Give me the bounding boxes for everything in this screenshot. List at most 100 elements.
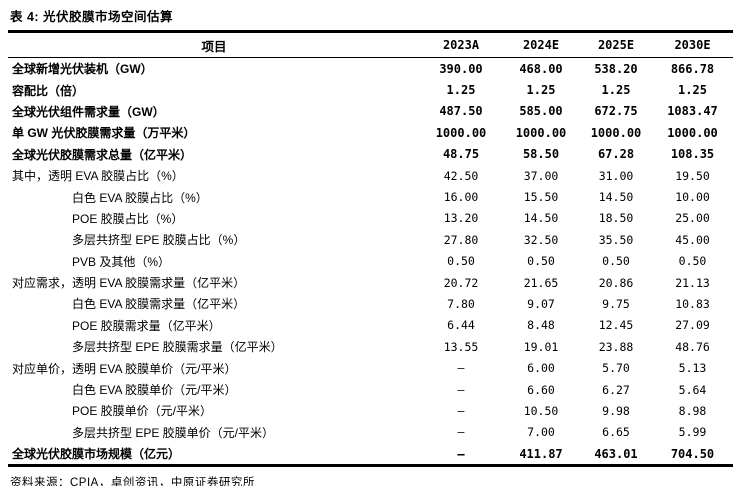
cell-value: 1000.00 <box>667 125 718 140</box>
table-row: POE 胶膜需求量（亿平米） 6.44 8.48 12.45 27.09 <box>8 315 733 336</box>
row-label: 白色 EVA 胶膜需求量（亿平米） <box>72 297 246 312</box>
cell-value: 13.55 <box>443 339 479 354</box>
table-row: 全球光伏组件需求量（GW） 487.50 585.00 672.75 1083.47 <box>8 101 733 122</box>
cell-value: 23.88 <box>598 339 634 354</box>
table-row: 单 GW 光伏胶膜需求量（万平米） 1000.00 1000.00 1000.00 10… <box>8 122 733 143</box>
cell-value: 35.50 <box>598 232 634 247</box>
market-estimate-table: 项目 2023A 2024E 2025E 2030E 全球新增光伏装机（GW） 3… <box>8 30 733 468</box>
cell-value: 6.00 <box>527 361 555 376</box>
cell-value: 1.25 <box>601 83 631 98</box>
cell-value: 5.70 <box>602 361 630 376</box>
cell-value: 0.50 <box>447 254 475 269</box>
cell-value: 10.00 <box>675 190 710 205</box>
cell-value: 27.09 <box>675 318 710 333</box>
header-row: 项目 2023A 2024E 2025E 2030E <box>8 31 733 58</box>
row-label: PVB 及其他（%） <box>72 254 171 269</box>
header-2030e: 2030E <box>652 31 733 58</box>
cell-value: 14.50 <box>523 211 559 226</box>
cell-value: 15.50 <box>523 190 559 205</box>
cell-value: 1000.00 <box>435 125 487 140</box>
cell-value: – <box>457 425 465 440</box>
cell-value: 538.20 <box>594 61 638 76</box>
header-2024e: 2024E <box>502 31 580 58</box>
cell-value: 45.00 <box>675 232 710 247</box>
row-label: POE 胶膜占比（%） <box>72 211 184 226</box>
cell-value: – <box>457 446 465 461</box>
cell-value: 1000.00 <box>515 125 567 140</box>
source-note: 资料来源：CPIA，卓创资讯，中原证券研究所 <box>10 477 255 486</box>
row-label: 多层共挤型 EPE 胶膜需求量（亿平米） <box>72 340 283 355</box>
table-row: 白色 EVA 胶膜单价（元/平米） – 6.60 6.27 5.64 <box>8 379 733 400</box>
row-label: 多层共挤型 EPE 胶膜单价（元/平米） <box>72 425 275 440</box>
cell-value: 18.50 <box>598 211 634 226</box>
cell-value: 10.50 <box>523 403 559 418</box>
cell-value: 487.50 <box>439 104 483 119</box>
cell-value: 6.27 <box>602 382 630 397</box>
header-2023a: 2023A <box>420 31 502 58</box>
cell-value: 1.25 <box>678 83 707 98</box>
cell-value: 108.35 <box>670 147 715 162</box>
cell-value: – <box>457 382 465 397</box>
cell-value: 48.76 <box>675 339 710 354</box>
row-label: POE 胶膜需求量（亿平米） <box>72 318 221 333</box>
table-row: 白色 EVA 胶膜占比（%） 16.00 15.50 14.50 10.00 <box>8 186 733 207</box>
cell-value: 1.25 <box>526 83 556 98</box>
cell-value: 5.99 <box>678 425 707 440</box>
cell-value: 1.25 <box>446 83 476 98</box>
table-body: 全球新增光伏装机（GW） 390.00 468.00 538.20 866.78 容配比（… <box>8 58 733 466</box>
table-row: 容配比（倍） 1.25 1.25 1.25 1.25 <box>8 79 733 100</box>
table-row: 全球光伏胶膜需求总量（亿平米） 48.75 58.50 67.28 108.35 <box>8 144 733 165</box>
table-header: 项目 2023A 2024E 2025E 2030E <box>8 31 733 58</box>
cell-value: 7.80 <box>447 296 475 311</box>
cell-value: – <box>457 361 465 376</box>
cell-value: 0.50 <box>678 254 707 269</box>
cell-value: 31.00 <box>598 168 634 183</box>
cell-value: 7.00 <box>527 425 555 440</box>
cell-value: 12.45 <box>598 318 634 333</box>
cell-value: 20.86 <box>598 275 634 290</box>
cell-value: 390.00 <box>439 61 483 76</box>
cell-value: 0.50 <box>602 254 630 269</box>
cell-value: 14.50 <box>598 190 634 205</box>
cell-value: 42.50 <box>443 168 479 183</box>
table-row: POE 胶膜占比（%） 13.20 14.50 18.50 25.00 <box>8 208 733 229</box>
cell-value: 9.07 <box>527 296 555 311</box>
table-row: 白色 EVA 胶膜需求量（亿平米） 7.80 9.07 9.75 10.83 <box>8 293 733 314</box>
cell-value: 9.75 <box>602 296 630 311</box>
cell-value: 20.72 <box>443 275 479 290</box>
cell-value: 1000.00 <box>590 125 642 140</box>
cell-value: 1083.47 <box>667 104 718 119</box>
cell-value: 27.80 <box>443 232 479 247</box>
cell-value: 411.87 <box>519 446 563 461</box>
cell-value: 463.01 <box>594 446 638 461</box>
cell-value: 10.83 <box>675 296 710 311</box>
cell-value: 13.20 <box>443 211 479 226</box>
table-row: 其中，透明 EVA 胶膜占比（%） 42.50 37.00 31.00 19.50 <box>8 165 733 186</box>
row-label: 白色 EVA 胶膜单价（元/平米） <box>72 383 237 398</box>
table-row: 多层共挤型 EPE 胶膜单价（元/平米） – 7.00 6.65 5.99 <box>8 422 733 443</box>
cell-value: 58.50 <box>522 147 560 162</box>
table-row: 对应需求，透明 EVA 胶膜需求量（亿平米） 20.72 21.65 20.86 21.… <box>8 272 733 293</box>
row-label: 白色 EVA 胶膜占比（%） <box>72 190 208 205</box>
row-label: 多层共挤型 EPE 胶膜占比（%） <box>72 233 246 248</box>
cell-value: 32.50 <box>523 232 559 247</box>
cell-value: 5.64 <box>678 382 707 397</box>
cell-value: 67.28 <box>597 147 635 162</box>
table-row: 多层共挤型 EPE 胶膜需求量（亿平米） 13.55 19.01 23.88 48.76 <box>8 336 733 357</box>
cell-value: 6.65 <box>602 425 630 440</box>
table-row: 多层共挤型 EPE 胶膜占比（%） 27.80 32.50 35.50 45.00 <box>8 229 733 250</box>
cell-value: 8.48 <box>527 318 555 333</box>
header-2025e: 2025E <box>580 31 652 58</box>
table-row: 全球光伏胶膜市场规模（亿元） – 411.87 463.01 704.50 <box>8 443 733 466</box>
cell-value: 6.44 <box>447 318 475 333</box>
row-label: 全球光伏胶膜需求总量（亿平米） <box>12 147 193 162</box>
row-label: POE 胶膜单价（元/平米） <box>72 404 213 419</box>
cell-value: 21.13 <box>675 275 710 290</box>
cell-value: – <box>457 403 465 418</box>
row-label: 对应单价，透明 EVA 胶膜单价（元/平米） <box>12 361 237 376</box>
row-label: 单 GW 光伏胶膜需求量（万平米） <box>12 126 196 141</box>
cell-value: 468.00 <box>519 61 563 76</box>
table-title: 表 4: 光伏胶膜市场空间估算 <box>10 10 174 24</box>
cell-value: 672.75 <box>594 104 638 119</box>
